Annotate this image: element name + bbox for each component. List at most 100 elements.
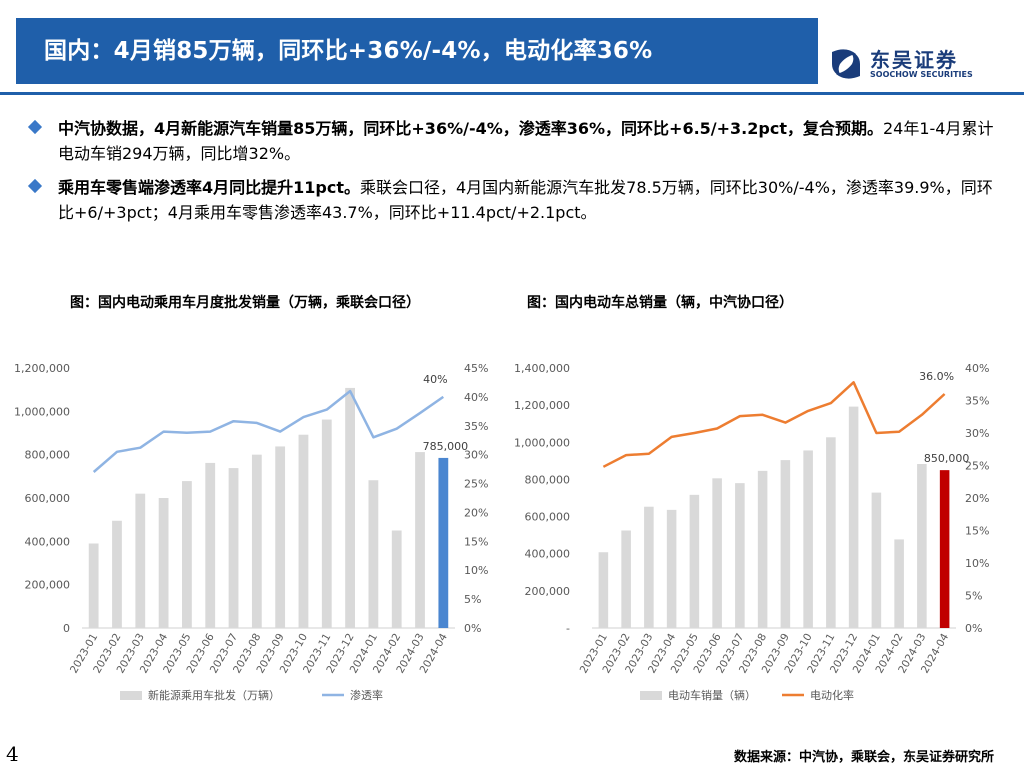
bar [621, 530, 631, 628]
legend-bar-label: 新能源乘用车批发（万辆） [148, 688, 280, 702]
diamond-bullet-icon [27, 119, 43, 135]
bar [689, 494, 700, 628]
bar [251, 454, 262, 628]
bullet-bold-text: 乘用车零售端渗透率4月同比提升11pct。 [58, 178, 360, 197]
bar [275, 446, 286, 628]
y-left-tick-label: 600,000 [525, 511, 571, 524]
y-left-tick-label: 1,000,000 [14, 405, 70, 418]
y-right-tick-label: 35% [464, 420, 488, 433]
chart-title-right: 图：国内电动车总销量（辆，中汽协口径） [527, 295, 793, 311]
y-right-tick-label: 40% [965, 362, 989, 375]
y-left-tick-label: 200,000 [525, 585, 571, 598]
bullet-item: 中汽协数据，4月新能源汽车销量85万辆，同环比+36%/-4%，渗透率36%，同… [26, 116, 996, 166]
bar [368, 480, 379, 628]
diamond-bullet-icon [27, 178, 43, 194]
bar [735, 483, 745, 628]
y-right-tick-label: 45% [464, 362, 488, 375]
series-line [92, 389, 445, 473]
page-title: 国内：4月销85万辆，同环比+36%/-4%，电动化率36% [44, 38, 653, 64]
bar [88, 543, 99, 628]
y-left-tick-label: 1,200,000 [14, 362, 70, 375]
bar [712, 478, 722, 628]
logo-text-cn: 东吴证券 [870, 48, 958, 72]
bullet-bold-text: 中汽协数据，4月新能源汽车销量85万辆，同环比+36%/-4%，渗透率36%，同… [58, 119, 883, 138]
bar [158, 498, 169, 628]
y-right-tick-label: 15% [464, 535, 488, 548]
series-line [602, 381, 946, 468]
y-left-tick-label: 400,000 [525, 548, 571, 561]
y-right-tick-label: 20% [464, 506, 488, 519]
legend-line-label: 电动化率 [810, 688, 854, 702]
y-right-tick-label: 5% [464, 593, 481, 606]
bar [803, 450, 813, 628]
bar [848, 406, 859, 628]
bar [182, 481, 192, 628]
bar [135, 493, 146, 628]
y-right-tick-label: 35% [965, 395, 989, 408]
y-left-tick-label: 1,200,000 [514, 399, 570, 412]
chart-ev-passenger-wholesale: 0 200,000 400,000 600,000 800,000 1,000,000 1,… [14, 362, 488, 702]
y-left-tick-label: 600,000 [25, 492, 71, 505]
bullet-list: 中汽协数据，4月新能源汽车销量85万辆，同环比+36%/-4%，渗透率36%，同… [26, 116, 996, 234]
bar [321, 419, 332, 628]
bar [391, 530, 402, 628]
legend-bar-swatch [640, 691, 662, 700]
y-left-tick-label: - [566, 622, 570, 635]
bar-data-label: 850,000 [924, 452, 970, 465]
bar [666, 509, 677, 628]
y-right-tick-label: 0% [464, 622, 481, 635]
legend-line-label: 渗透率 [350, 688, 383, 702]
bar [917, 464, 927, 628]
page-number: 4 [6, 742, 19, 766]
header-divider [0, 92, 1024, 95]
bullet-item: 乘用车零售端渗透率4月同比提升11pct。乘联会口径，4月国内新能源汽车批发78… [26, 175, 996, 225]
title-bar: 国内：4月销85万辆，同环比+36%/-4%，电动化率36% [16, 18, 818, 84]
bar [228, 468, 239, 628]
chart-title-left: 图：国内电动乘用车月度批发销量（万辆，乘联会口径） [70, 295, 420, 311]
bar [894, 539, 904, 628]
chart-ev-total-sales: - 200,000 400,000 600,000 800,000 1,000,000 1,… [514, 362, 989, 702]
y-right-tick-label: 15% [965, 525, 989, 538]
bar [644, 506, 654, 628]
y-left-tick-label: 1,400,000 [514, 362, 570, 375]
data-source: 数据来源：中汽协，乘联会，东吴证券研究所 [733, 750, 994, 765]
y-right-tick-label: 25% [965, 460, 989, 473]
logo-text-en: SOOCHOW SECURITIES [870, 70, 973, 79]
bar [112, 520, 122, 628]
legend-bar-swatch [120, 691, 142, 700]
y-right-tick-label: 10% [965, 557, 989, 570]
bullet-text: 乘联会口径，4月国内新能源汽车批发78.5万辆，同环比30%/-4%，渗透率39… [58, 178, 993, 222]
bar-data-label: 785,000 [423, 440, 469, 453]
y-left-tick-label: 0 [63, 622, 70, 635]
y-right-tick-label: 10% [464, 564, 488, 577]
bar [438, 457, 449, 628]
y-right-tick-label: 20% [965, 492, 989, 505]
y-right-tick-label: 40% [464, 391, 488, 404]
line-data-label: 40% [423, 373, 447, 386]
bar [345, 387, 355, 628]
y-left-tick-label: 400,000 [25, 535, 71, 548]
y-right-tick-label: 25% [464, 478, 488, 491]
bar [205, 462, 216, 628]
y-left-tick-label: 1,000,000 [514, 436, 570, 449]
bar [780, 460, 791, 628]
y-left-tick-label: 800,000 [525, 473, 571, 486]
bar [871, 492, 882, 628]
y-right-tick-label: 0% [965, 622, 982, 635]
brand-logo: 东吴证券 SOOCHOW SECURITIES [826, 44, 986, 84]
bar [939, 470, 950, 628]
legend-bar-label: 电动车销量（辆） [668, 688, 756, 702]
y-right-tick-label: 30% [965, 427, 989, 440]
bar [598, 552, 609, 628]
bar [415, 452, 425, 628]
y-right-tick-label: 30% [464, 449, 488, 462]
bar [757, 470, 768, 628]
y-left-tick-label: 800,000 [25, 449, 71, 462]
bullet-text: 24年1-4月累计电动车销294万辆，同比增32%。 [58, 119, 994, 163]
logo-mark-icon [826, 44, 866, 84]
bar [826, 437, 836, 628]
y-right-tick-label: 5% [965, 590, 982, 603]
line-data-label: 36.0% [919, 370, 954, 383]
y-left-tick-label: 200,000 [25, 579, 71, 592]
bar [298, 434, 309, 628]
